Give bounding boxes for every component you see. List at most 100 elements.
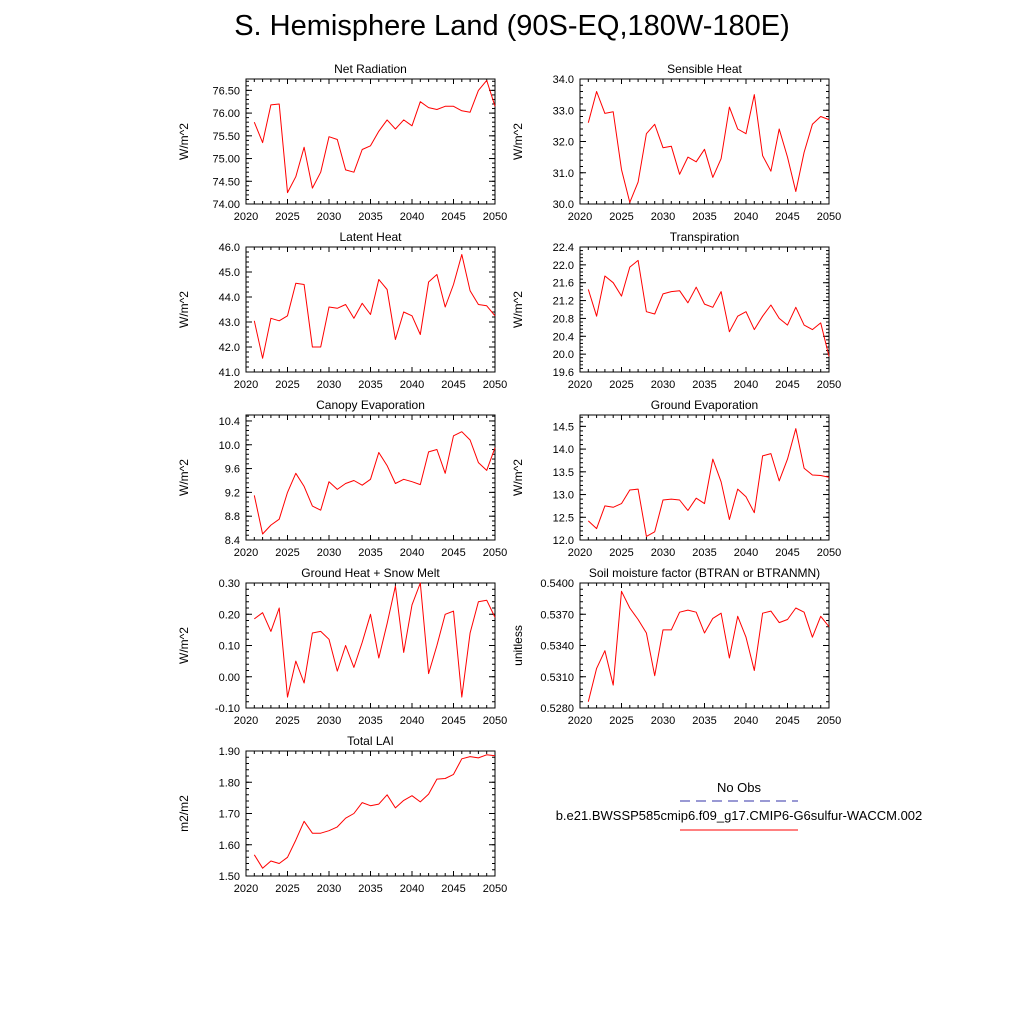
series-line	[253, 431, 496, 535]
x-tick-label: 2035	[692, 379, 716, 391]
x-tick-label: 2045	[775, 379, 799, 391]
x-tick-label: 2045	[441, 547, 465, 559]
plot-frame	[245, 750, 496, 877]
y-tick-label: 1.80	[219, 777, 240, 789]
y-axis-label: m2/m2	[177, 795, 191, 832]
panel-title: Latent Heat	[339, 230, 402, 244]
y-tick-label: 1.60	[219, 840, 240, 852]
y-tick-label: 74.00	[212, 199, 240, 211]
plot-frame	[245, 582, 496, 709]
series-line	[587, 91, 830, 203]
page-title: S. Hemisphere Land (90S-EQ,180W-180E)	[234, 10, 790, 42]
x-tick-label: 2025	[275, 379, 299, 391]
chart-panel: 2020 2025 2030 2035 2040 2045 2050 19.6 20.0 20.4…	[511, 230, 841, 391]
x-tick-label: 2050	[817, 379, 841, 391]
x-tick-label: 2050	[817, 547, 841, 559]
x-tick-label: 2025	[609, 715, 633, 727]
x-tick-label: 2040	[734, 715, 758, 727]
y-tick-label: -0.10	[215, 703, 240, 715]
y-tick-label: 13.5	[553, 467, 574, 479]
series-line	[253, 79, 496, 194]
y-tick-label: 20.8	[553, 313, 574, 325]
y-axis-label: W/m^2	[177, 627, 191, 664]
y-tick-label: 20.0	[553, 349, 574, 361]
panel-title: Ground Evaporation	[651, 398, 758, 412]
x-tick-label: 2020	[568, 547, 592, 559]
y-tick-label: 19.6	[553, 367, 574, 379]
y-tick-label: 33.0	[553, 105, 574, 117]
y-tick-label: 10.0	[219, 440, 240, 452]
y-axis-label: W/m^2	[511, 459, 525, 496]
x-tick-label: 2040	[400, 211, 424, 223]
y-tick-label: 42.0	[219, 342, 240, 354]
y-tick-label: 1.70	[219, 809, 240, 821]
x-tick-label: 2045	[441, 883, 465, 895]
chart-panel: 2020 2025 2030 2035 2040 2045 2050 30.0 31.0 32.0…	[511, 62, 841, 223]
y-tick-label: 1.90	[219, 746, 240, 758]
y-tick-label: 34.0	[553, 74, 574, 86]
x-tick-label: 2020	[568, 211, 592, 223]
x-tick-label: 2025	[275, 715, 299, 727]
x-tick-label: 2025	[609, 379, 633, 391]
series-line	[253, 754, 496, 869]
legend-obs-label: No Obs	[717, 780, 762, 795]
x-tick-label: 2040	[400, 379, 424, 391]
y-tick-label: 0.20	[219, 609, 240, 621]
x-tick-label: 2045	[441, 715, 465, 727]
x-tick-label: 2030	[651, 715, 675, 727]
y-tick-label: 75.50	[212, 131, 240, 143]
x-tick-label: 2020	[234, 715, 258, 727]
y-tick-label: 0.30	[219, 578, 240, 590]
y-tick-label: 8.8	[225, 511, 240, 523]
y-axis-label: W/m^2	[511, 123, 525, 160]
x-tick-label: 2050	[483, 379, 507, 391]
x-tick-label: 2045	[441, 211, 465, 223]
y-axis-label: W/m^2	[177, 123, 191, 160]
panel-title: Canopy Evaporation	[316, 398, 425, 412]
x-tick-label: 2050	[483, 211, 507, 223]
plot-frame	[579, 246, 830, 373]
panel-title: Transpiration	[670, 230, 740, 244]
y-axis-label: W/m^2	[177, 459, 191, 496]
x-tick-label: 2040	[400, 883, 424, 895]
y-tick-label: 21.2	[553, 296, 574, 308]
panel-title: Ground Heat + Snow Melt	[301, 566, 440, 580]
y-tick-label: 8.4	[225, 535, 240, 547]
x-tick-label: 2030	[317, 715, 341, 727]
x-tick-label: 2025	[275, 211, 299, 223]
series-line	[587, 259, 830, 357]
y-tick-label: 21.6	[553, 278, 574, 290]
y-tick-label: 0.5370	[540, 609, 574, 621]
y-tick-label: 46.0	[219, 242, 240, 254]
y-tick-label: 1.50	[219, 871, 240, 883]
legend: No Obs b.e21.BWSSP585cmip6.f09_g17.CMIP6…	[556, 780, 922, 831]
chart-panel: 2020 2025 2030 2035 2040 2045 2050 8.4 8.8 9.2 9.6…	[177, 398, 507, 559]
panel-title: Total LAI	[347, 734, 394, 748]
y-tick-label: 20.4	[553, 331, 574, 343]
x-tick-label: 2040	[734, 547, 758, 559]
y-tick-label: 30.0	[553, 199, 574, 211]
y-tick-label: 0.5340	[540, 641, 574, 653]
y-tick-label: 0.10	[219, 641, 240, 653]
x-tick-label: 2030	[317, 547, 341, 559]
plot-frame	[245, 246, 496, 373]
x-tick-label: 2035	[692, 547, 716, 559]
x-tick-label: 2045	[775, 715, 799, 727]
x-tick-label: 2030	[317, 379, 341, 391]
x-tick-label: 2035	[692, 211, 716, 223]
y-tick-label: 41.0	[219, 367, 240, 379]
x-tick-label: 2050	[483, 883, 507, 895]
series-line	[254, 582, 496, 698]
x-tick-label: 2030	[317, 883, 341, 895]
y-tick-label: 12.5	[553, 512, 574, 524]
y-tick-label: 0.5310	[540, 672, 574, 684]
x-tick-label: 2020	[568, 715, 592, 727]
x-tick-label: 2045	[441, 379, 465, 391]
y-tick-label: 0.00	[219, 672, 240, 684]
x-tick-label: 2035	[358, 547, 382, 559]
y-axis-label: W/m^2	[511, 291, 525, 328]
x-tick-label: 2040	[734, 211, 758, 223]
y-tick-label: 22.4	[553, 242, 574, 254]
plot-frame	[579, 414, 830, 541]
x-tick-label: 2030	[651, 379, 675, 391]
